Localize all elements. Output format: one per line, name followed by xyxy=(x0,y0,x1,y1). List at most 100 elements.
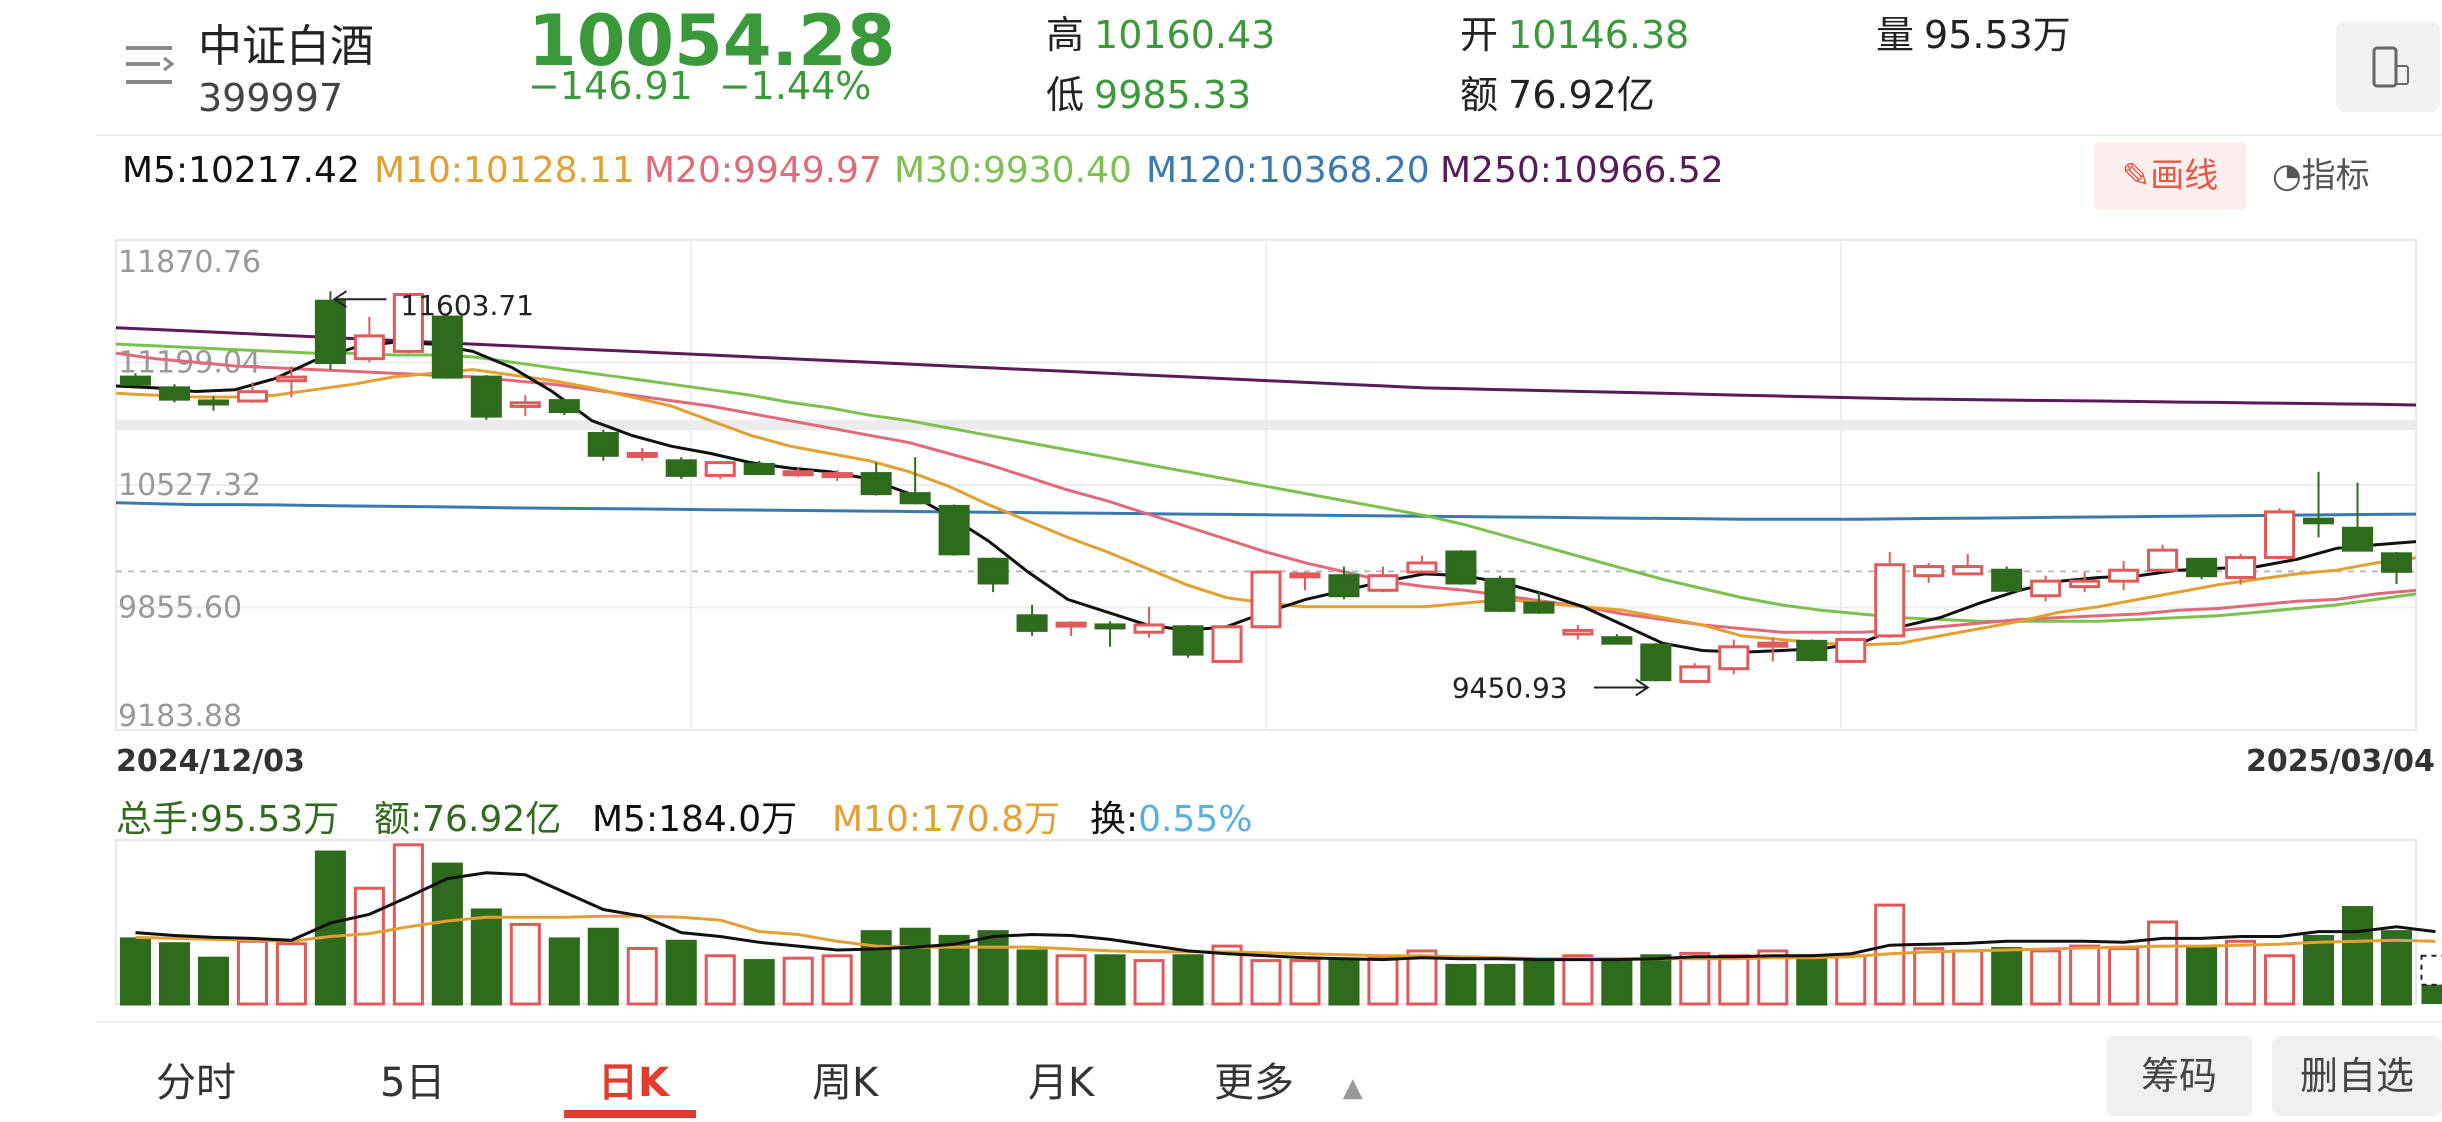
candle-body xyxy=(1640,643,1672,682)
candle-body xyxy=(938,504,970,556)
candle-body xyxy=(1328,574,1360,598)
candle-body xyxy=(1211,625,1243,663)
volume-bar xyxy=(977,930,1009,1006)
volume-bar xyxy=(2186,947,2218,1006)
volume-bar xyxy=(1367,956,1399,1006)
remove-watchlist-button[interactable]: 删自选 xyxy=(2272,1036,2442,1116)
open-label: 开 xyxy=(1460,13,1499,57)
volume-bar xyxy=(548,937,580,1006)
volume-bar xyxy=(665,939,697,1006)
last-price: 10054.28 xyxy=(528,0,896,82)
candle-body xyxy=(1094,623,1126,630)
volume-bar xyxy=(1913,947,1945,1006)
indicator-label: 指标 xyxy=(2301,156,2370,196)
tab-weekly-k[interactable]: 周K xyxy=(812,1060,879,1106)
volume-stat: 量 95.53万 xyxy=(1876,4,2071,59)
y-tick-label: 9183.88 xyxy=(118,699,242,734)
candle-body xyxy=(1523,601,1555,614)
index-code: 399997 xyxy=(198,76,344,120)
candle-body xyxy=(665,459,697,477)
turnover-value: 0.55% xyxy=(1138,799,1253,840)
landscape-toggle-button[interactable] xyxy=(2336,22,2440,112)
volume-ma-lines xyxy=(135,871,2436,962)
volume-bar xyxy=(1289,959,1321,1006)
high-label: 高 xyxy=(1046,13,1085,57)
tab-more-label: 更多 xyxy=(1214,1060,1294,1106)
candle-body xyxy=(2147,548,2179,572)
candle-body xyxy=(2069,579,2101,589)
volume-bar xyxy=(782,956,814,1006)
candle-body xyxy=(119,375,152,386)
amount-label: 额 xyxy=(1460,73,1499,117)
draw-line-label: 画线 xyxy=(2150,156,2219,196)
tab-more[interactable]: 更多 ▲ xyxy=(1214,1050,1363,1108)
volume-ma10-line xyxy=(135,914,2436,961)
volume-bar xyxy=(1718,954,1750,1006)
tab-daily-k[interactable]: 日K xyxy=(598,1060,669,1106)
menu-icon[interactable] xyxy=(124,44,174,88)
volume-bar xyxy=(743,959,775,1006)
volume-bar xyxy=(1133,959,1165,1006)
draw-line-button[interactable]: ✎画线 xyxy=(2094,142,2246,210)
volume-bar xyxy=(353,886,385,1006)
volume-bar xyxy=(1601,959,1633,1006)
candle-body xyxy=(353,334,385,361)
volume-bar xyxy=(1445,963,1477,1006)
low-arrowhead xyxy=(1635,678,1650,697)
volume-bar xyxy=(1094,954,1126,1006)
volume-bar xyxy=(2341,906,2374,1006)
indicator-button[interactable]: ◔指标 xyxy=(2272,148,2370,197)
active-tab-indicator xyxy=(564,1110,696,1118)
volume-ma5-line xyxy=(135,871,2436,962)
volume-bar xyxy=(704,954,736,1006)
candle-body xyxy=(704,461,736,477)
phone-rotate-icon xyxy=(2372,46,2409,88)
volume-bar xyxy=(1562,954,1594,1006)
volume-bar xyxy=(1835,954,1867,1006)
candle-body xyxy=(899,492,931,505)
candle-body xyxy=(587,431,619,457)
candle-body xyxy=(977,557,1009,585)
volume-bar xyxy=(509,922,541,1006)
volume-bar xyxy=(860,930,892,1006)
candle-body xyxy=(158,386,191,401)
low-label: 低 xyxy=(1046,73,1085,117)
candle-body xyxy=(1757,641,1789,648)
volume-bar xyxy=(1328,959,1360,1006)
open-value: 10146.38 xyxy=(1508,13,1690,57)
volume-bar xyxy=(899,927,931,1006)
candle-body xyxy=(548,399,580,414)
candle-body xyxy=(2264,510,2296,559)
candle-body xyxy=(1016,614,1048,632)
tab-intraday[interactable]: 分时 xyxy=(156,1060,236,1106)
total-volume-label: 总手:95.53万 xyxy=(116,799,340,840)
volume-bar xyxy=(2380,930,2413,1006)
tab-monthly-k[interactable]: 月K xyxy=(1028,1060,1095,1106)
low-stat: 低 9985.33 xyxy=(1046,64,1251,119)
ma250-label: M250:10966.52 xyxy=(1440,150,1724,191)
candlesticks xyxy=(119,291,2413,683)
volume-bar xyxy=(1640,954,1672,1006)
ma30-label: M30:9930.40 xyxy=(894,150,1132,191)
highlight-band xyxy=(116,420,2416,430)
candle-body xyxy=(821,472,853,479)
volume-bars xyxy=(119,843,2442,1006)
volume-value: 95.53万 xyxy=(1924,13,2071,57)
candle-body xyxy=(314,299,346,365)
ma120-label: M120:10368.20 xyxy=(1146,150,1430,191)
tab-5day[interactable]: 5日 xyxy=(380,1060,446,1106)
volume-bar xyxy=(197,956,229,1006)
volume-bar xyxy=(2303,934,2335,1006)
chip-distribution-button[interactable]: 筹码 xyxy=(2106,1036,2252,1116)
volume-bar xyxy=(2147,920,2179,1006)
candle-body xyxy=(1367,574,1399,592)
volume-bar xyxy=(1016,949,1048,1006)
volume-bar xyxy=(2421,984,2442,1004)
turnover-label: 换:0.55% xyxy=(1090,790,1253,842)
candle-body xyxy=(470,375,502,418)
candle-body xyxy=(1133,623,1165,634)
candle-body xyxy=(2186,557,2218,578)
volume-bar xyxy=(821,954,853,1006)
candle-body xyxy=(743,462,775,476)
